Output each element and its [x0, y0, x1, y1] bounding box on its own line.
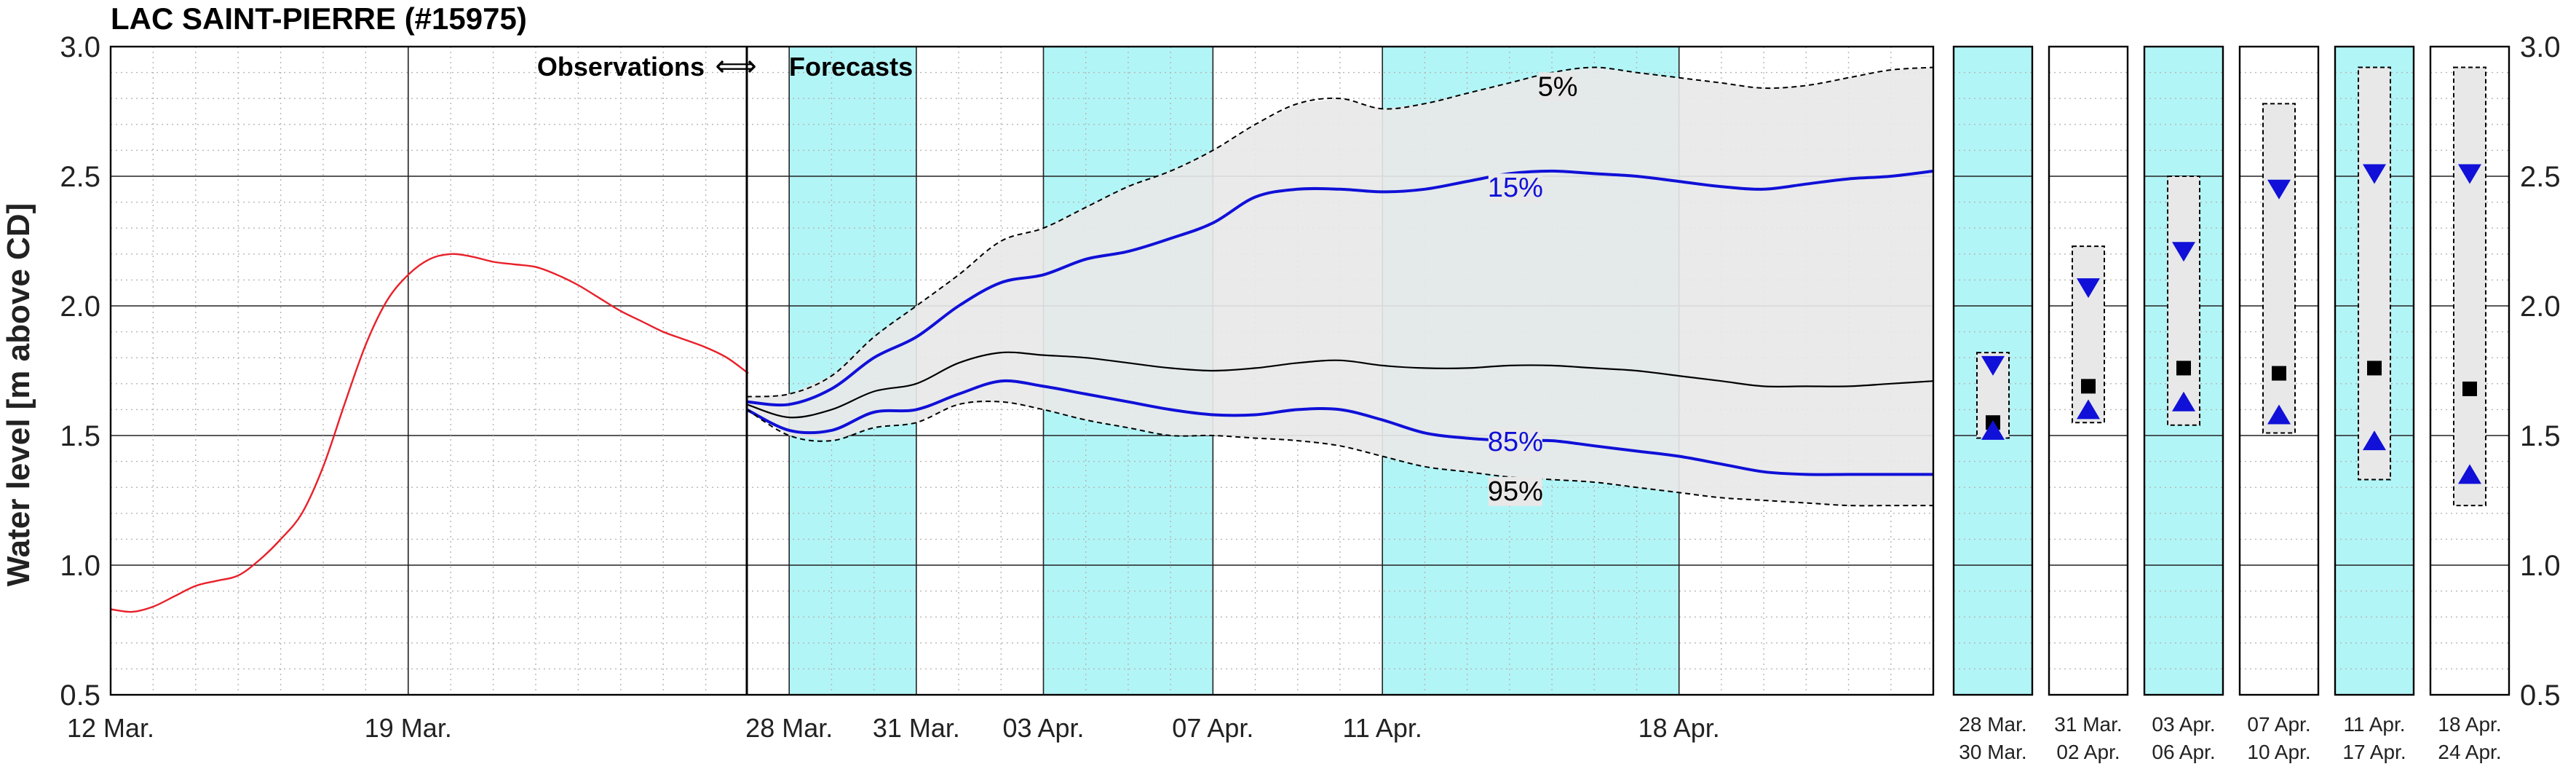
- x-tick-label: 12 Mar.: [67, 713, 154, 743]
- summary-median-marker: [2272, 366, 2286, 381]
- y-tick-label-left: 3.0: [60, 31, 100, 63]
- summary-p85-marker: [2267, 404, 2291, 425]
- summary-panel-date-top: 07 Apr.: [2247, 713, 2310, 736]
- summary-median-marker: [2176, 361, 2191, 376]
- y-axis-label: Water level [m above CD]: [1, 203, 36, 587]
- forecast-series-85pct-line: [746, 379, 1933, 476]
- summary-panel-date-bottom: 10 Apr.: [2247, 741, 2310, 763]
- split-arrow-icon: ⟺: [715, 50, 756, 82]
- summary-p85-marker: [2363, 430, 2386, 451]
- summary-p15-marker: [2077, 278, 2100, 299]
- y-tick-label-right: 2.0: [2520, 291, 2561, 323]
- summary-panel-date-bottom: 06 Apr.: [2152, 741, 2215, 763]
- summary-range-box: [2167, 176, 2200, 426]
- x-tick-label: 28 Mar.: [745, 713, 833, 743]
- summary-p15-marker: [2363, 164, 2386, 184]
- x-tick-label: 18 Apr.: [1638, 713, 1720, 743]
- y-tick-label-right: 1.0: [2520, 550, 2561, 582]
- x-tick-label: 11 Apr.: [1342, 713, 1422, 743]
- summary-panel-frame: [2048, 45, 2129, 696]
- summary-panel-date-bottom: 30 Mar.: [1959, 741, 2026, 763]
- series-label: 5%: [1538, 71, 1578, 102]
- summary-panel-date-top: 31 Mar.: [2054, 713, 2122, 736]
- summary-panel-date-top: 18 Apr.: [2438, 713, 2501, 736]
- forecast-series-5pct-line: [746, 66, 1934, 398]
- chart-title: LAC SAINT-PIERRE (#15975): [111, 1, 527, 36]
- summary-p15-marker: [2172, 242, 2195, 262]
- y-tick-label-left: 0.5: [60, 680, 100, 712]
- forecast-series-15pct-line: [746, 169, 1934, 407]
- summary-p85-marker: [1981, 420, 2005, 440]
- summary-p15-marker: [2267, 179, 2291, 200]
- observations-label: Observations: [537, 52, 705, 82]
- main-axes-frame: [109, 45, 1935, 696]
- summary-panel-frame: [2429, 45, 2510, 696]
- summary-panel-frame: [2334, 45, 2415, 696]
- series-label-bg: [1539, 72, 1577, 102]
- summary-median-marker: [2081, 379, 2096, 394]
- series-label: 85%: [1488, 427, 1543, 457]
- summary-p15-marker: [1981, 355, 2005, 376]
- summary-panel: [2429, 45, 2510, 696]
- summary-panel-date-bottom: 24 Apr.: [2438, 741, 2501, 763]
- summary-panel-frame: [2238, 45, 2320, 696]
- summary-median-marker: [2367, 361, 2382, 376]
- series-label-bg: [1488, 173, 1542, 203]
- summary-panel-date-bottom: 17 Apr.: [2342, 741, 2406, 763]
- series-label: 15%: [1488, 173, 1543, 203]
- summary-p85-marker: [2077, 399, 2100, 420]
- summary-panel: [2238, 45, 2320, 696]
- series-label: 95%: [1488, 476, 1543, 507]
- y-tick-label-left: 2.5: [60, 161, 100, 193]
- summary-panel: [2143, 45, 2224, 696]
- x-tick-label: 19 Mar.: [365, 713, 452, 743]
- summary-panel: [2334, 45, 2415, 696]
- forecast-series-median-line: [746, 351, 1934, 419]
- summary-range-box: [2072, 245, 2105, 424]
- uncertainty-band: [747, 67, 1933, 506]
- x-tick-label: 03 Apr.: [1002, 713, 1084, 743]
- observed-series-line: [110, 253, 749, 613]
- summary-range-box: [2262, 103, 2296, 434]
- summary-median-marker: [2462, 381, 2477, 396]
- plot-layer: 5% 15% 85% 95% Observations ⟺ Forecasts 28 Mar.…: [60, 31, 2560, 763]
- summary-panel-frame: [2143, 45, 2224, 696]
- summary-range-box: [2453, 66, 2486, 507]
- summary-panel-date-bottom: 02 Apr.: [2056, 741, 2120, 763]
- y-tick-label-right: 2.5: [2520, 161, 2561, 193]
- y-tick-label-right: 3.0: [2520, 31, 2561, 63]
- y-tick-label-left: 2.0: [60, 291, 100, 323]
- y-tick-label-left: 1.0: [60, 550, 100, 582]
- x-tick-label: 31 Mar.: [873, 713, 960, 743]
- y-tick-label-right: 0.5: [2520, 680, 2561, 712]
- forecast-series-95pct-line: [746, 401, 1933, 507]
- forecasts-label: Forecasts: [789, 52, 913, 82]
- summary-panel: [2048, 45, 2129, 696]
- series-label-bg: [1488, 428, 1542, 457]
- series-label-bg: [1488, 476, 1542, 506]
- summary-p85-marker: [2172, 391, 2195, 411]
- summary-panel-date-top: 28 Mar.: [1959, 713, 2026, 736]
- summary-panel-frame: [1952, 45, 2034, 696]
- summary-panel-date-top: 11 Apr.: [2343, 713, 2405, 736]
- x-tick-label: 07 Apr.: [1172, 713, 1253, 743]
- summary-panel-date-top: 03 Apr.: [2152, 713, 2215, 736]
- summary-p85-marker: [2458, 464, 2481, 484]
- y-tick-label-right: 1.5: [2520, 420, 2561, 452]
- summary-panel: [1952, 45, 2034, 696]
- y-tick-label-left: 1.5: [60, 420, 100, 452]
- summary-p15-marker: [2458, 164, 2481, 184]
- summary-range-box: [2358, 66, 2391, 481]
